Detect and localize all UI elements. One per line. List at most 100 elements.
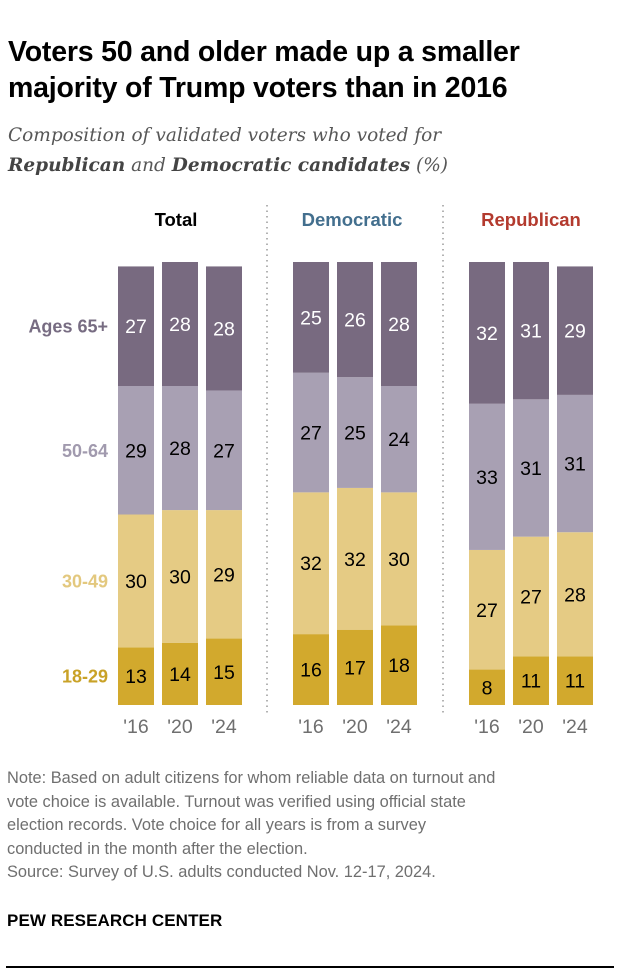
bar-total-20-30-49: [162, 510, 198, 643]
value-label-republican-24-18-29: 11: [565, 671, 585, 693]
bar-democratic-16-50-64: [293, 372, 329, 493]
x-tick-total-24: '24: [211, 716, 237, 738]
value-label-total-20-50-64: 28: [169, 438, 191, 460]
note-line-3: election records. Vote choice for all ye…: [7, 816, 427, 834]
value-label-republican-20-ages-65: 31: [520, 321, 542, 343]
bar-republican-20-50-64: [513, 399, 549, 537]
bar-total-24-ages-65: [206, 266, 242, 391]
stacked-bar-chart: 18-29 30-49 50-64 Ages 65+ Total 13 30 29 27 '16 1…: [28, 205, 593, 738]
bar-total-16-18-29: [118, 647, 154, 705]
bar-republican-24-18-29: [557, 656, 593, 705]
bar-republican-16-ages-65: [469, 262, 505, 404]
bar-democratic-24-50-64: [381, 386, 417, 493]
bar-republican-20-ages-65: [513, 262, 549, 400]
value-label-total-20-30-49: 30: [169, 567, 191, 589]
source-line: Source: Survey of U.S. adults conducted …: [7, 863, 436, 881]
bar-republican-24-ages-65: [557, 266, 593, 395]
bar-republican-16-18-29: [469, 669, 505, 705]
bar-total-24-30-49: [206, 510, 242, 639]
value-label-total-24-ages-65: 28: [213, 318, 235, 340]
value-label-total-16-ages-65: 27: [125, 316, 147, 338]
value-label-democratic-20-50-64: 25: [344, 423, 366, 445]
bar-democratic-16-18-29: [293, 634, 329, 705]
note-line-2: vote choice is available. Turnout was ve…: [7, 792, 466, 811]
panel-header-total: Total: [155, 209, 198, 230]
bar-total-20-18-29: [162, 642, 198, 705]
bar-total-16-50-64: [118, 386, 154, 515]
value-label-total-16-30-49: 30: [125, 571, 147, 593]
x-tick-democratic-16: '16: [298, 716, 323, 738]
bottom-rule: [6, 966, 614, 968]
panel-header-republican: Republican: [481, 209, 581, 230]
bar-total-16-30-49: [118, 514, 154, 648]
value-label-democratic-20-18-29: 17: [344, 657, 366, 679]
x-tick-total-16: '16: [123, 716, 148, 738]
bar-democratic-20-ages-65: [337, 262, 373, 378]
value-label-republican-24-30-49: 28: [564, 584, 586, 606]
bar-republican-16-30-49: [469, 549, 505, 670]
subtitle-line-2: Republican and Democratic candidates (%): [8, 151, 608, 181]
bar-total-24-50-64: [206, 390, 242, 511]
value-label-republican-20-18-29: 11: [521, 671, 541, 693]
bar-republican-20-18-29: [513, 656, 549, 705]
value-label-republican-16-18-29: 8: [482, 677, 493, 699]
row-label-30-49: 30-49: [62, 571, 108, 591]
pew-logo-text: PEW RESEARCH CENTER: [7, 911, 223, 930]
value-label-democratic-16-30-49: 32: [300, 553, 322, 575]
value-label-total-20-18-29: 14: [169, 664, 191, 686]
value-label-republican-16-30-49: 27: [476, 600, 498, 622]
bar-democratic-20-50-64: [337, 377, 373, 488]
row-label-18-29: 18-29: [62, 667, 108, 687]
panel-header-democratic: Democratic: [302, 209, 403, 230]
title-line-1: Voters 50 and older made up a smaller: [8, 36, 520, 68]
chart-notes: Note: Based on adult citizens for whom r…: [7, 767, 615, 885]
value-label-total-16-18-29: 13: [125, 666, 147, 688]
x-tick-republican-20: '20: [518, 716, 544, 738]
x-tick-republican-24: '24: [562, 716, 588, 738]
value-label-democratic-20-30-49: 32: [344, 549, 366, 571]
x-tick-democratic-20: '20: [342, 716, 368, 738]
value-label-total-24-30-49: 29: [213, 564, 235, 586]
value-label-total-24-50-64: 27: [213, 440, 235, 462]
value-label-republican-20-30-49: 27: [520, 586, 542, 608]
value-label-republican-20-50-64: 31: [520, 458, 542, 480]
chart-subtitle: Composition of validated voters who vote…: [8, 121, 608, 181]
x-tick-republican-16: '16: [474, 716, 499, 738]
bar-total-20-ages-65: [162, 262, 198, 387]
x-tick-democratic-24: '24: [386, 716, 412, 738]
title-line-2: majority of Trump voters than in 2016: [8, 72, 508, 104]
bar-republican-24-30-49: [557, 532, 593, 657]
bar-republican-20-30-49: [513, 536, 549, 657]
value-label-democratic-16-18-29: 16: [300, 660, 322, 682]
row-label-ages-65: Ages 65+: [28, 317, 108, 337]
value-label-total-16-50-64: 29: [125, 440, 147, 462]
subtitle-republican: Republican: [8, 155, 126, 176]
bar-republican-24-50-64: [557, 394, 593, 533]
subtitle-line-1: Composition of validated voters who vote…: [8, 125, 442, 146]
subtitle-and: and: [125, 155, 172, 176]
bar-democratic-24-18-29: [381, 625, 417, 705]
value-label-republican-24-ages-65: 29: [564, 321, 586, 343]
bar-democratic-16-ages-65: [293, 262, 329, 373]
note-line-4: conducted in the month after the electio…: [7, 839, 308, 858]
bar-democratic-16-30-49: [293, 492, 329, 635]
subtitle-democratic: Democratic candidates: [171, 155, 411, 176]
bar-total-24-18-29: [206, 638, 242, 705]
value-label-democratic-16-50-64: 27: [300, 423, 322, 445]
chart-title: Voters 50 and older made up a smaller ma…: [8, 34, 608, 106]
subtitle-suffix: (%): [410, 155, 449, 176]
bar-democratic-24-ages-65: [381, 262, 417, 387]
bar-total-20-50-64: [162, 386, 198, 511]
value-label-democratic-24-ages-65: 28: [388, 314, 410, 336]
value-label-democratic-16-ages-65: 25: [300, 307, 322, 329]
value-label-total-20-ages-65: 28: [169, 314, 191, 336]
value-label-republican-24-50-64: 31: [564, 454, 586, 476]
row-label-50-64: 50-64: [62, 441, 108, 461]
bar-republican-16-50-64: [469, 403, 505, 550]
bar-democratic-24-30-49: [381, 492, 417, 626]
value-label-republican-16-50-64: 33: [476, 467, 498, 489]
bar-democratic-20-18-29: [337, 629, 373, 705]
value-label-democratic-20-ages-65: 26: [344, 310, 366, 332]
bar-democratic-20-30-49: [337, 487, 373, 630]
x-tick-total-20: '20: [167, 716, 193, 738]
